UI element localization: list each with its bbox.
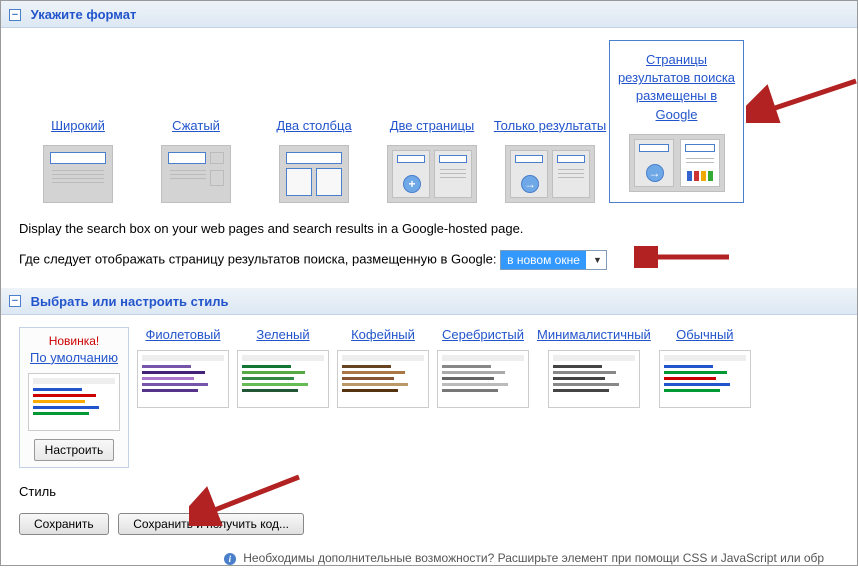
- layout-link[interactable]: Широкий: [51, 117, 105, 135]
- style-preview: [548, 350, 640, 408]
- style-link[interactable]: Минималистичный: [537, 327, 651, 342]
- style-link[interactable]: Фиолетовый: [145, 327, 220, 342]
- layout-preview: [43, 145, 113, 203]
- dropdown-selected: в новом окне: [501, 251, 586, 269]
- save-button[interactable]: Сохранить: [19, 513, 109, 535]
- layout-link[interactable]: Сжатый: [172, 117, 220, 135]
- style-option[interactable]: Зеленый: [237, 327, 329, 408]
- layout-preview: +: [387, 145, 477, 203]
- style-link[interactable]: Кофейный: [351, 327, 415, 342]
- layout-link[interactable]: Страницы результатов поиска размещены в …: [614, 51, 739, 124]
- style-preview: [137, 350, 229, 408]
- style-link[interactable]: Обычный: [676, 327, 733, 342]
- layout-link[interactable]: Две страницы: [390, 117, 475, 135]
- save-and-get-code-button[interactable]: Сохранить и получить код...: [118, 513, 304, 535]
- layout-preview: →: [629, 134, 725, 192]
- format-content: Широкий Сжатый Два столбца: [1, 28, 857, 288]
- layout-link[interactable]: Два столбца: [276, 117, 351, 135]
- style-option[interactable]: Новинка! По умолчанию Настроить: [19, 327, 129, 468]
- footer-hint-text: Необходимы дополнительные возможности? Р…: [243, 551, 824, 565]
- layout-option-two-pages[interactable]: Две страницы +: [373, 117, 491, 203]
- layout-option-results-only[interactable]: Только результаты →: [491, 117, 609, 203]
- style-preview: [28, 373, 120, 431]
- style-option[interactable]: Фиолетовый: [137, 327, 229, 408]
- layout-option-compact[interactable]: Сжатый: [137, 117, 255, 203]
- style-content: Новинка! По умолчанию Настроить Фиолетовый З…: [1, 315, 857, 551]
- chevron-down-icon: ▼: [590, 255, 606, 265]
- style-preview: [659, 350, 751, 408]
- style-option[interactable]: Кофейный: [337, 327, 429, 408]
- styles-row: Новинка! По умолчанию Настроить Фиолетовый З…: [19, 327, 839, 468]
- button-row: Сохранить Сохранить и получить код...: [19, 513, 839, 535]
- collapse-icon[interactable]: −: [9, 9, 21, 21]
- style-link[interactable]: По умолчанию: [30, 350, 118, 365]
- new-badge: Новинка!: [49, 334, 100, 348]
- footer-hint: i Необходимы дополнительные возможности?…: [1, 551, 857, 565]
- dropdown-row: Где следует отображать страницу результа…: [19, 250, 839, 270]
- style-option[interactable]: Серебристый: [437, 327, 529, 408]
- layouts-row: Широкий Сжатый Два столбца: [19, 40, 839, 203]
- section-title-format: Укажите формат: [31, 7, 137, 22]
- arrow-indicator-icon: [634, 246, 734, 268]
- style-option[interactable]: Обычный: [659, 327, 751, 408]
- results-location-dropdown[interactable]: в новом окне ▼: [500, 250, 606, 270]
- layout-option-wide[interactable]: Широкий: [19, 117, 137, 203]
- style-link[interactable]: Зеленый: [256, 327, 309, 342]
- description-text: Display the search box on your web pages…: [19, 221, 839, 236]
- customize-button[interactable]: Настроить: [34, 439, 115, 461]
- style-preview: [237, 350, 329, 408]
- section-header-style: − Выбрать или настроить стиль: [1, 288, 857, 315]
- style-option[interactable]: Минималистичный: [537, 327, 651, 408]
- dropdown-label: Где следует отображать страницу результа…: [19, 251, 497, 266]
- layout-preview: →: [505, 145, 595, 203]
- layout-link[interactable]: Только результаты: [494, 117, 607, 135]
- style-link[interactable]: Серебристый: [442, 327, 524, 342]
- style-label: Стиль: [19, 484, 839, 499]
- layout-preview: [161, 145, 231, 203]
- style-preview: [437, 350, 529, 408]
- layout-option-two-cols[interactable]: Два столбца: [255, 117, 373, 203]
- style-preview: [337, 350, 429, 408]
- section-header-format: − Укажите формат: [1, 1, 857, 28]
- info-icon: i: [224, 553, 236, 565]
- layout-preview: [279, 145, 349, 203]
- collapse-icon[interactable]: −: [9, 295, 21, 307]
- section-title-style: Выбрать или настроить стиль: [31, 294, 229, 309]
- layout-option-google-hosted[interactable]: Страницы результатов поиска размещены в …: [609, 40, 744, 203]
